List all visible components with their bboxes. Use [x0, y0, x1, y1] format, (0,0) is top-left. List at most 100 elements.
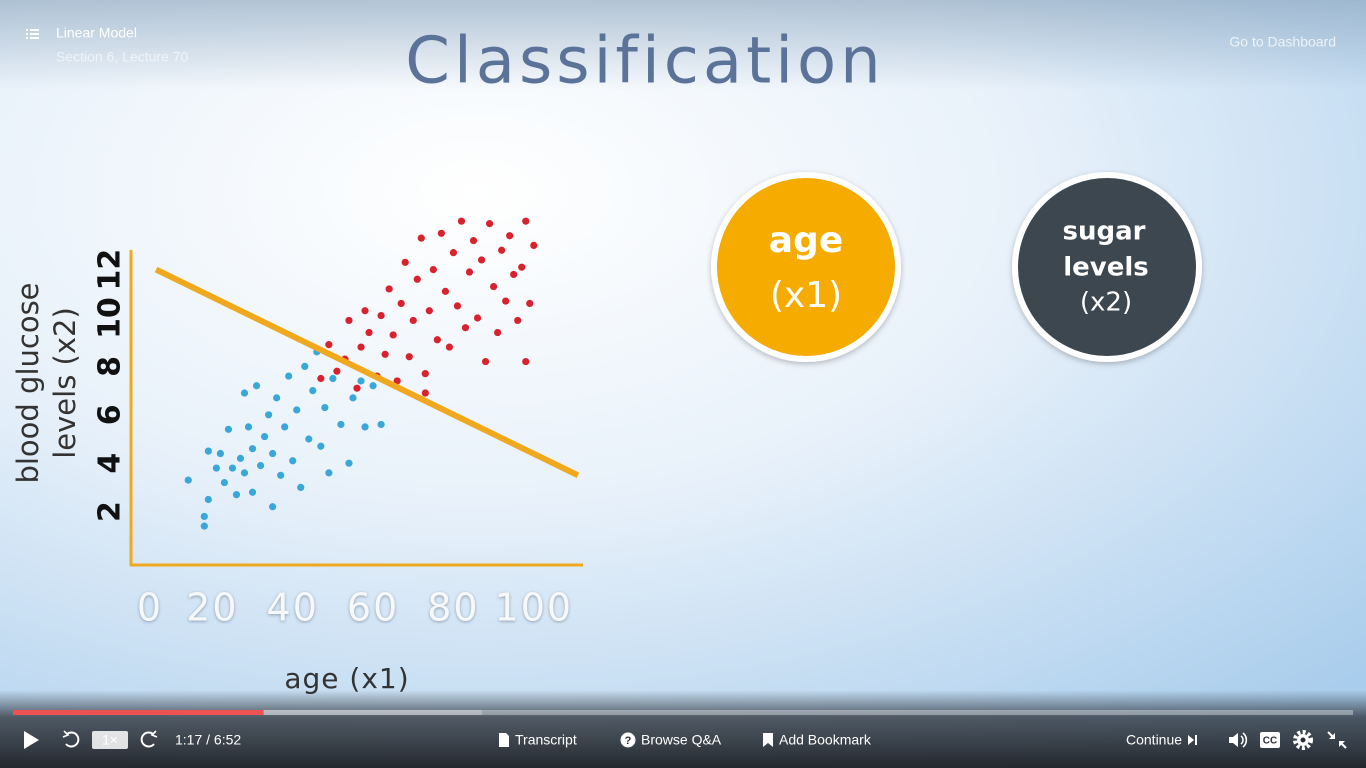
feature-label: (x1) [770, 275, 842, 316]
data-point [228, 464, 237, 472]
data-point [252, 382, 261, 390]
y-tick-label: 12 [93, 249, 128, 291]
data-point [526, 299, 534, 308]
y-tick-label: 6 [93, 404, 128, 425]
transcript-button[interactable]: Transcript [515, 732, 577, 748]
add-bookmark-button[interactable]: Add Bookmark [779, 732, 872, 748]
scatter-chart: 0 20 40 60 80 100 2 4 6 8 10 12 blood glucose levels … [11, 217, 583, 695]
data-point [273, 394, 281, 402]
data-point [345, 459, 353, 467]
x-axis-label: age (x1) [284, 662, 409, 695]
data-point [204, 495, 212, 504]
data-point [530, 241, 538, 249]
feature-label: sugar [1063, 217, 1146, 247]
data-point [297, 483, 305, 491]
data-point [522, 217, 530, 225]
data-point [417, 234, 425, 242]
data-point [465, 268, 474, 276]
data-point [477, 256, 486, 264]
data-point [401, 258, 409, 266]
volume-button[interactable] [1229, 732, 1248, 748]
data-point [204, 447, 212, 455]
feature-circle [711, 172, 901, 362]
speed-label: 1× [102, 732, 118, 748]
menu-icon[interactable] [26, 29, 39, 39]
data-point [413, 275, 421, 283]
data-point [421, 370, 429, 378]
x-tick-label: 40 [267, 586, 319, 630]
slide-title: Classification [405, 25, 884, 99]
progress-track[interactable] [13, 710, 1353, 715]
data-point [385, 285, 393, 293]
data-point [277, 471, 285, 479]
data-point [485, 220, 494, 228]
data-point [433, 336, 441, 344]
data-point [361, 307, 369, 315]
data-point [325, 341, 333, 349]
data-point [325, 469, 333, 477]
bookmark-icon[interactable] [763, 733, 773, 747]
data-point [244, 423, 253, 431]
data-point [481, 357, 490, 366]
feature-sugar: sugar levels (x2) [1012, 172, 1202, 362]
control-bar [0, 690, 1366, 768]
data-point [301, 362, 309, 370]
forward-button[interactable] [140, 730, 158, 748]
x-tick-label: 80 [427, 586, 479, 630]
data-point [377, 420, 385, 429]
y-axis-label: levels (x2) [48, 307, 82, 459]
feature-label: age [769, 220, 843, 261]
dashboard-link[interactable]: Go to Dashboard [1229, 34, 1336, 50]
y-tick-label: 4 [93, 453, 128, 474]
continue-button[interactable]: Continue [1126, 732, 1182, 748]
x-tick-label: 100 [495, 586, 574, 630]
data-point [232, 491, 241, 499]
data-point [381, 350, 389, 358]
decision-boundary [154, 266, 580, 478]
data-point [265, 411, 273, 419]
data-point [289, 457, 297, 465]
data-point [449, 249, 458, 257]
exit-fullscreen-button[interactable] [1327, 731, 1347, 749]
data-point [269, 503, 277, 511]
data-point [281, 423, 289, 431]
data-point [269, 449, 277, 458]
data-point [200, 522, 208, 530]
play-button[interactable] [24, 731, 39, 749]
data-point [333, 367, 341, 375]
data-point [369, 382, 377, 390]
time-display: 1:17 / 6:52 [175, 732, 241, 748]
data-point [236, 454, 245, 462]
data-point [469, 236, 478, 245]
data-point [220, 478, 229, 487]
browse-qa-button[interactable]: Browse Q&A [641, 732, 722, 748]
transcript-icon[interactable] [499, 733, 509, 747]
captions-button[interactable] [1260, 732, 1280, 748]
data-point [240, 389, 249, 397]
x-tick-label: 0 [137, 586, 163, 630]
captions-glyph: CC [1263, 736, 1277, 747]
speed-button[interactable] [92, 731, 128, 749]
data-point [256, 462, 265, 470]
data-point [248, 488, 257, 496]
data-point [329, 374, 337, 383]
data-point [317, 442, 325, 450]
qa-icon[interactable] [620, 732, 636, 748]
settings-button[interactable] [1293, 730, 1313, 750]
y-tick-label: 10 [93, 297, 128, 339]
data-point [285, 372, 293, 380]
data-point [224, 425, 233, 433]
data-point [441, 287, 449, 295]
course-title: Linear Model [56, 25, 137, 41]
data-point [240, 469, 249, 477]
rewind-button[interactable] [62, 730, 80, 748]
data-point [389, 331, 397, 339]
continue-icon[interactable] [1188, 735, 1197, 745]
data-point [248, 445, 257, 453]
data-point [453, 302, 462, 310]
data-point [377, 311, 385, 320]
data-point [293, 406, 301, 414]
data-point [345, 316, 353, 325]
